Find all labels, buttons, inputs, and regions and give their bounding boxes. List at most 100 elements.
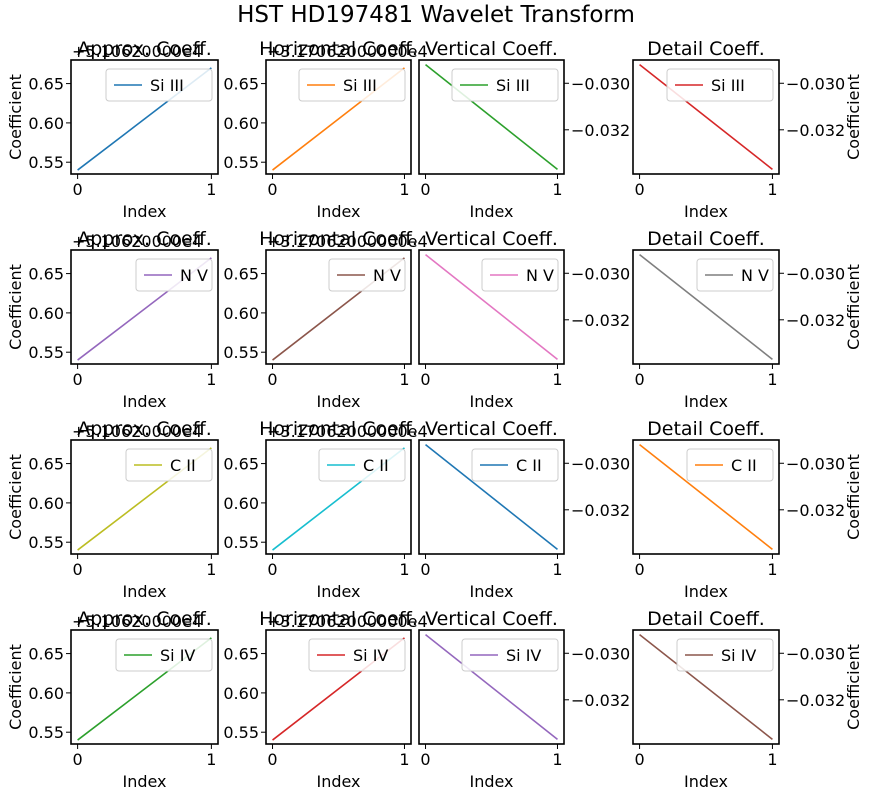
panel-title: Vertical Coeff. (425, 228, 558, 250)
y-tick-label: 0.60 (28, 304, 64, 323)
legend-box (125, 448, 213, 482)
axes-frame (418, 249, 565, 365)
y-tick-label: 0.60 (223, 494, 259, 513)
y-tick-label: −0.032 (786, 311, 845, 330)
y-tick-label: −0.032 (571, 121, 630, 140)
panel-title: Approx. Coeff. (77, 38, 212, 60)
series-line-si-iv (425, 634, 558, 740)
y-tick-label: −0.030 (571, 74, 630, 93)
legend: C II (125, 448, 213, 482)
legend: Si III (298, 68, 406, 102)
legend-box (696, 258, 774, 292)
x-tick-label: 1 (206, 560, 216, 579)
y-tick-label: −0.032 (571, 691, 630, 710)
subplot-n-v-horizontal-coeff: 0 1Index0.550.600.65+3.17062000000e4Horiz… (223, 228, 427, 411)
legend-box (115, 638, 213, 672)
legend: N V (328, 258, 406, 292)
y-tick-label: −0.032 (571, 501, 630, 520)
axes-frame (632, 249, 780, 365)
y-tick-label: −0.030 (786, 644, 845, 663)
y-tick-label: 0.65 (28, 75, 64, 94)
legend: Si III (666, 68, 774, 102)
y-tick-label: −0.030 (571, 644, 630, 663)
x-tick-label: 0 (634, 560, 644, 579)
x-tick-label: 0 (267, 180, 277, 199)
x-axis-label: Index (684, 392, 728, 411)
x-axis-label: Index (469, 772, 513, 791)
x-tick-label: 1 (206, 180, 216, 199)
x-axis-label: Index (684, 582, 728, 601)
legend-label: Si III (343, 76, 377, 95)
panel-title: Approx. Coeff. (77, 418, 212, 440)
y-tick-label: 0.55 (223, 723, 259, 742)
x-tick-label: 1 (552, 370, 562, 389)
x-tick-label: 0 (420, 180, 430, 199)
y-tick-label: −0.032 (786, 501, 845, 520)
y-tick-label: 0.55 (28, 533, 64, 552)
y-tick-label: 0.60 (223, 114, 259, 133)
legend-box (666, 68, 774, 102)
y-tick-label: 0.65 (223, 75, 259, 94)
legend-label: C II (170, 456, 196, 475)
y-tick-label: 0.55 (28, 153, 64, 172)
y-axis-label: Coefficient (6, 644, 25, 730)
y-tick-label: 0.55 (223, 343, 259, 362)
y-axis-label: Coefficient (844, 644, 863, 730)
legend: N V (696, 258, 774, 292)
y-offset-text: +3.17062000000e4 (267, 232, 428, 251)
legend-box (298, 68, 406, 102)
x-tick-label: 0 (267, 370, 277, 389)
legend-box (135, 258, 213, 292)
x-tick-label: 1 (552, 560, 562, 579)
y-tick-label: −0.030 (786, 264, 845, 283)
panel-title: Horizontal Coeff. (259, 608, 418, 630)
x-tick-label: 0 (420, 560, 430, 579)
y-tick-label: 0.55 (28, 723, 64, 742)
axes-frame (265, 59, 412, 175)
legend: C II (686, 448, 774, 482)
series-line-n-v (425, 254, 558, 360)
x-axis-label: Index (122, 772, 166, 791)
y-offset-text: +3.17062000000e4 (267, 42, 428, 61)
subplot-c-ii-vertical-coeff: 0 1 Index −0.030 −0.032 Vertical Coeff. C II (418, 418, 630, 601)
axes-frame (418, 59, 565, 175)
axes-frame (70, 629, 219, 745)
series-line-n-v (639, 254, 773, 360)
legend-label: N V (180, 266, 208, 285)
x-axis-label: Index (316, 202, 360, 221)
panel-title: Horizontal Coeff. (259, 38, 418, 60)
legend-box (471, 448, 559, 482)
x-tick-label: 1 (552, 180, 562, 199)
legend: N V (135, 258, 213, 292)
legend: Si III (451, 68, 559, 102)
y-offset-text: +3.17062000000e4 (267, 422, 428, 441)
x-tick-label: 0 (73, 370, 83, 389)
legend: Si IV (308, 638, 406, 672)
x-axis-label: Index (316, 392, 360, 411)
legend-box (105, 68, 213, 102)
legend: N V (481, 258, 559, 292)
subplot-si-iv-vertical-coeff: 0 1 Index −0.030 −0.032 Vertical Coeff. Si IV (418, 608, 630, 791)
legend-label: Si III (150, 76, 184, 95)
x-axis-label: Index (469, 202, 513, 221)
subplot-c-ii-horizontal-coeff: 0 1Index0.550.600.65+3.17062000000e4Horiz… (223, 418, 427, 601)
legend-box (318, 448, 406, 482)
axes-frame (418, 629, 565, 745)
legend-box (686, 448, 774, 482)
legend-label: C II (731, 456, 757, 475)
y-tick-label: 0.60 (28, 114, 64, 133)
panel-title: Detail Coeff. (647, 608, 765, 630)
x-tick-label: 1 (767, 750, 777, 769)
x-axis-label: Index (684, 202, 728, 221)
legend-box (481, 258, 559, 292)
y-tick-label: 0.55 (28, 343, 64, 362)
legend-box (676, 638, 774, 672)
y-tick-label: −0.030 (786, 454, 845, 473)
y-axis-label: Coefficient (6, 264, 25, 350)
x-tick-label: 0 (73, 180, 83, 199)
y-tick-label: 0.65 (223, 265, 259, 284)
